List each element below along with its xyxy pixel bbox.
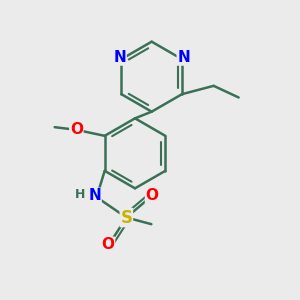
- Text: O: O: [101, 237, 115, 252]
- Text: S: S: [120, 208, 132, 226]
- Text: H: H: [74, 188, 85, 201]
- Text: O: O: [146, 188, 158, 203]
- Text: O: O: [70, 122, 83, 137]
- Text: N: N: [113, 50, 126, 65]
- Text: N: N: [177, 50, 190, 65]
- Text: N: N: [88, 188, 101, 203]
